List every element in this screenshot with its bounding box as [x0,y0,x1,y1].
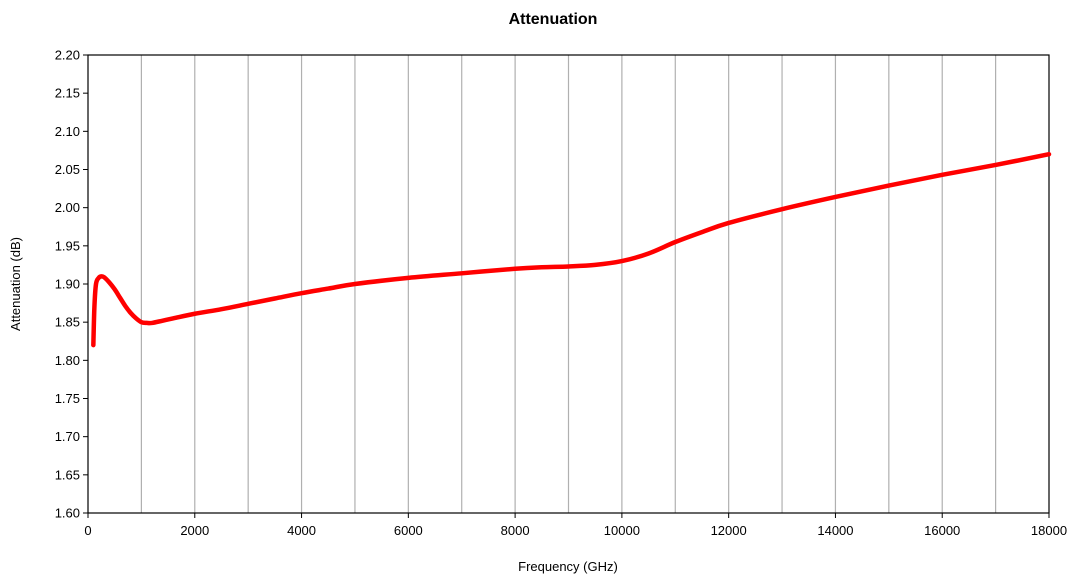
y-tick-label: 1.90 [55,277,80,292]
y-tick-label: 1.60 [55,506,80,521]
x-tick-label: 16000 [924,523,960,538]
y-tick-label: 1.80 [55,353,80,368]
x-tick-label: 6000 [394,523,423,538]
y-tick-label: 2.10 [55,124,80,139]
x-tick-label: 4000 [287,523,316,538]
y-tick-label: 1.85 [55,315,80,330]
x-axis-label: Frequency (GHz) [518,559,618,574]
y-axis-label: Attenuation (dB) [8,237,23,331]
x-tick-label: 8000 [501,523,530,538]
series-group [91,151,1052,348]
y-tick-label: 2.00 [55,200,80,215]
y-tick-label: 2.15 [55,86,80,101]
x-tick-label: 0 [84,523,91,538]
x-tick-label: 14000 [817,523,853,538]
axis-ticks: 0 2000 4000 6000 8000 10000 12000 14000 16000 180… [55,48,1067,539]
y-tick-label: 1.95 [55,238,80,253]
x-tick-label: 18000 [1031,523,1067,538]
y-tick-label: 1.70 [55,429,80,444]
y-tick-label: 2.20 [55,48,80,63]
x-tick-label: 2000 [180,523,209,538]
x-tick-label: 10000 [604,523,640,538]
grid-lines [140,55,997,513]
y-tick-label: 1.75 [55,391,80,406]
y-tick-label: 1.65 [55,467,80,482]
y-tick-label: 2.05 [55,162,80,177]
series-line [91,151,1052,348]
chart-title: Attenuation [509,11,598,28]
x-tick-label: 12000 [711,523,747,538]
